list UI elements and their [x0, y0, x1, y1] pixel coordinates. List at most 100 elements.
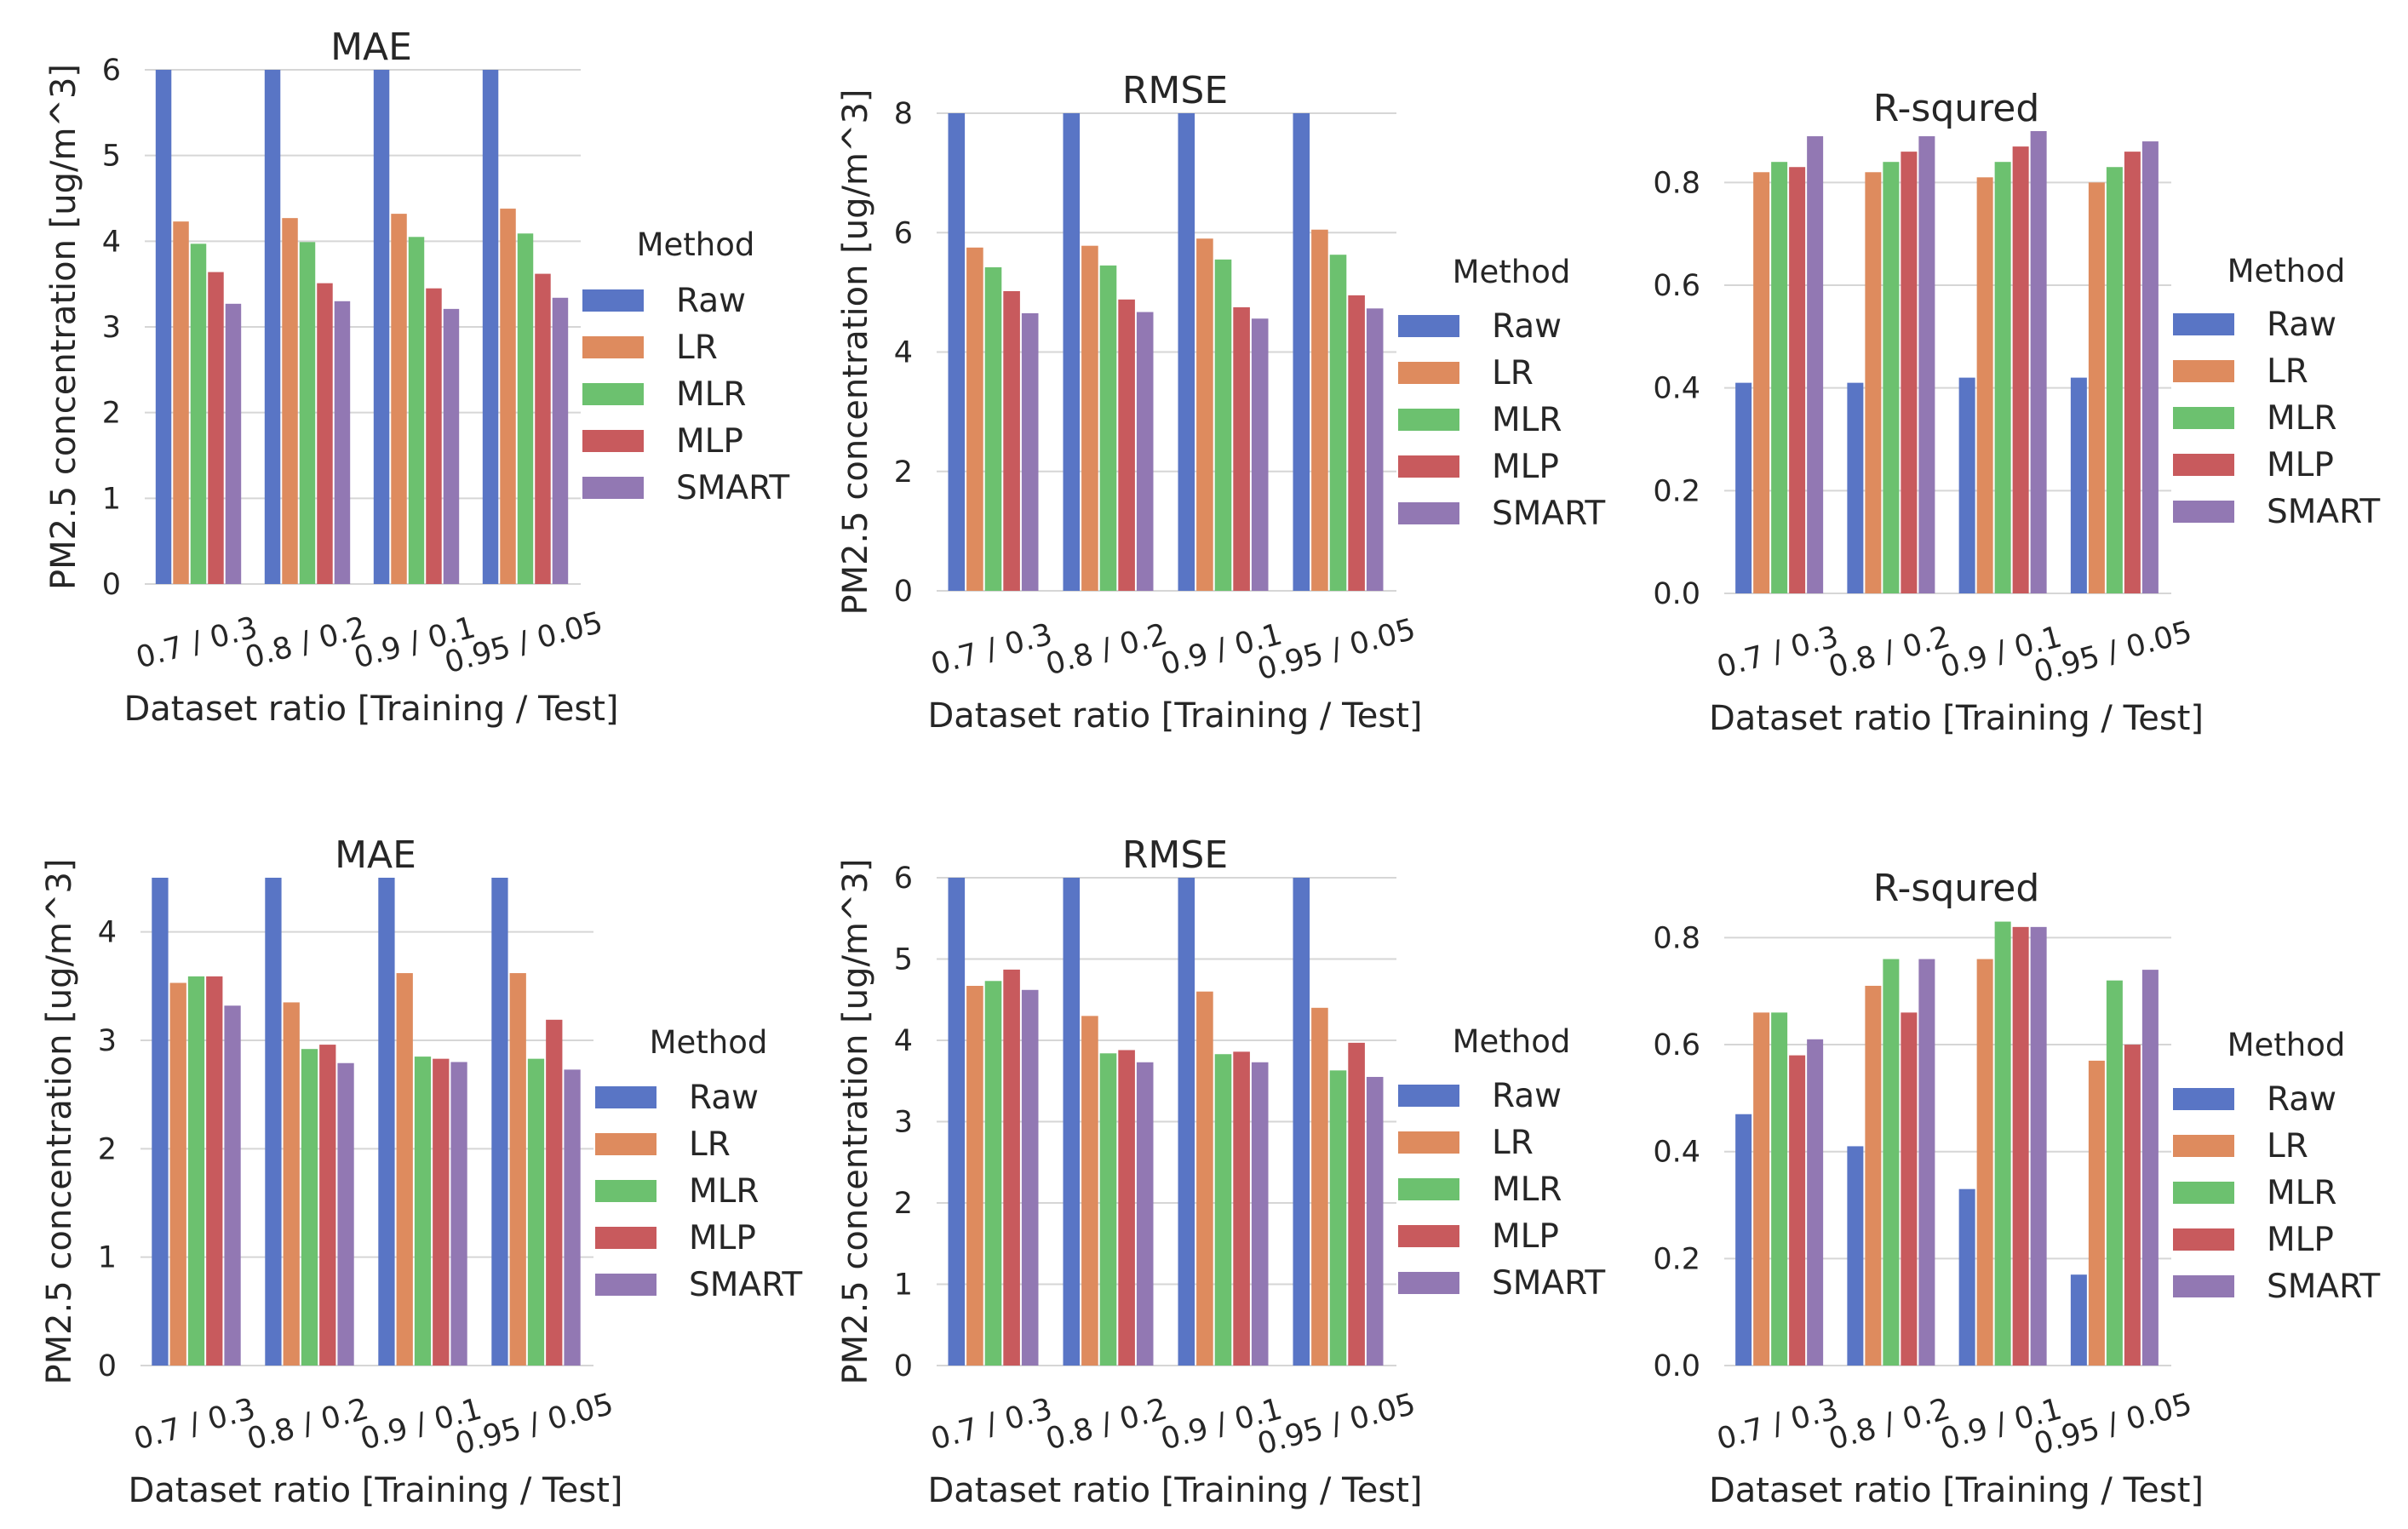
bar-mlr-1 — [984, 981, 1002, 1366]
bar-lr-2 — [283, 1002, 300, 1366]
bar-smart-2 — [1918, 959, 1935, 1366]
bar-raw-3 — [1178, 113, 1195, 591]
y-tick-label: 0.2 — [1653, 1242, 1700, 1276]
legend-swatch-mlp — [2173, 1228, 2234, 1251]
bar-raw-4 — [482, 70, 499, 584]
y-tick-label: 1 — [98, 1241, 117, 1275]
chart-panel-3: 0.00.20.40.60.80.7 / 0.30.8 / 0.20.9 / 0… — [1653, 87, 2380, 738]
legend-label-smart: SMART — [2267, 1268, 2380, 1306]
legend-label-mlp: MLP — [689, 1219, 756, 1257]
legend: Method Raw LR MLR MLP SMART — [1398, 254, 1605, 533]
legend-swatch-mlr — [582, 383, 644, 405]
legend-label-smart: SMART — [2267, 493, 2380, 531]
y-tick-label: 4 — [894, 336, 913, 370]
bar-smart-1 — [1021, 312, 1039, 591]
y-tick-label: 0.0 — [1653, 1349, 1700, 1383]
bar-mlp-4 — [1348, 295, 1365, 591]
y-tick-label: 1 — [102, 482, 121, 516]
y-tick-label: 0 — [98, 1349, 117, 1383]
x-tick-label: 0.7 / 0.3 — [1713, 1392, 1842, 1457]
legend-swatch-mlr — [1398, 409, 1459, 431]
bar-raw-3 — [373, 70, 390, 584]
bar-smart-1 — [224, 1005, 241, 1366]
legend-swatch-lr — [582, 336, 644, 358]
y-tick-label: 6 — [894, 862, 913, 896]
bar-mlr-2 — [1099, 265, 1117, 591]
bar-mlp-2 — [1118, 299, 1135, 591]
bar-mlr-1 — [984, 266, 1002, 591]
bar-raw-2 — [1063, 878, 1081, 1366]
bar-mlr-3 — [414, 1057, 432, 1366]
bar-smart-2 — [1136, 1062, 1154, 1366]
legend-label-lr: LR — [1492, 354, 1534, 392]
bar-mlp-1 — [1789, 167, 1806, 594]
bar-mlr-3 — [408, 237, 425, 584]
bar-raw-1 — [155, 70, 172, 584]
bar-mlr-3 — [1214, 259, 1232, 591]
legend-label-smart: SMART — [689, 1266, 802, 1304]
bar-lr-3 — [1976, 959, 1993, 1366]
chart-panel-6: 0.00.20.40.60.80.7 / 0.30.8 / 0.20.9 / 0… — [1653, 867, 2380, 1510]
legend-swatch-lr — [1398, 1131, 1459, 1154]
y-tick-label: 0.0 — [1653, 577, 1700, 611]
bar-mlp-4 — [535, 273, 551, 584]
legend-label-mlp: MLP — [2267, 446, 2334, 484]
legend-label-lr: LR — [2267, 352, 2308, 391]
bar-raw-3 — [1958, 1188, 1975, 1366]
bar-smart-3 — [1251, 1062, 1269, 1366]
bar-mlr-4 — [517, 233, 534, 584]
bar-smart-3 — [450, 1062, 467, 1366]
bar-mlr-4 — [527, 1058, 545, 1366]
bar-raw-2 — [264, 70, 281, 584]
bar-mlr-1 — [187, 976, 205, 1366]
bar-lr-3 — [391, 214, 407, 584]
bar-mlp-2 — [1901, 1012, 1918, 1366]
bar-mlr-2 — [299, 242, 316, 584]
y-tick-label: 3 — [894, 1106, 913, 1140]
y-tick-label: 0.2 — [1653, 474, 1700, 508]
bar-raw-4 — [2070, 1274, 2087, 1366]
bar-mlp-3 — [2012, 146, 2029, 594]
bar-raw-1 — [1735, 382, 1752, 593]
x-axis-label: Dataset ratio [Training / Test] — [927, 1471, 1422, 1510]
bar-lr-2 — [1865, 985, 1882, 1366]
bar-lr-2 — [1081, 245, 1098, 591]
legend: Method Raw LR MLR MLP SMART — [1398, 1023, 1605, 1303]
legend-swatch-mlp — [582, 430, 644, 452]
bar-smart-4 — [2141, 141, 2159, 593]
x-axis-label: Dataset ratio [Training / Test] — [927, 696, 1422, 736]
bar-mlp-3 — [433, 1058, 450, 1366]
y-tick-label: 4 — [894, 1024, 913, 1058]
legend-label-raw: Raw — [1492, 307, 1562, 346]
legend-title: Method — [637, 226, 755, 263]
bar-mlp-2 — [1901, 152, 1918, 593]
legend-label-mlr: MLR — [676, 375, 746, 414]
bar-mlp-1 — [208, 272, 224, 584]
chart-title: R-squred — [1873, 87, 2040, 130]
legend-label-smart: SMART — [1492, 495, 1605, 533]
bar-lr-4 — [2088, 1060, 2105, 1366]
legend-swatch-lr — [2173, 1135, 2234, 1157]
bar-lr-1 — [966, 986, 983, 1366]
bar-smart-2 — [1136, 312, 1154, 591]
legend: Method Raw LR MLR MLP SMART — [582, 226, 789, 507]
bar-lr-4 — [2088, 182, 2105, 593]
legend-swatch-mlr — [595, 1180, 656, 1202]
y-tick-label: 0.4 — [1653, 1136, 1700, 1170]
y-axis-label: PM2.5 concentration [ug/m^3] — [44, 64, 83, 590]
legend-swatch-lr — [595, 1133, 656, 1155]
legend-swatch-mlp — [1398, 1225, 1459, 1247]
bar-lr-2 — [1081, 1016, 1098, 1366]
y-tick-label: 2 — [894, 1187, 913, 1221]
bar-smart-4 — [552, 297, 569, 584]
legend-label-lr: LR — [689, 1125, 731, 1164]
legend-swatch-smart — [1398, 502, 1459, 524]
y-tick-label: 6 — [894, 216, 913, 250]
x-tick-label: 0.7 / 0.3 — [927, 617, 1056, 682]
legend-swatch-lr — [1398, 362, 1459, 384]
bar-mlr-2 — [1883, 162, 1900, 593]
bar-mlr-2 — [301, 1049, 318, 1366]
legend-swatch-smart — [595, 1274, 656, 1296]
bar-smart-3 — [2030, 926, 2047, 1366]
